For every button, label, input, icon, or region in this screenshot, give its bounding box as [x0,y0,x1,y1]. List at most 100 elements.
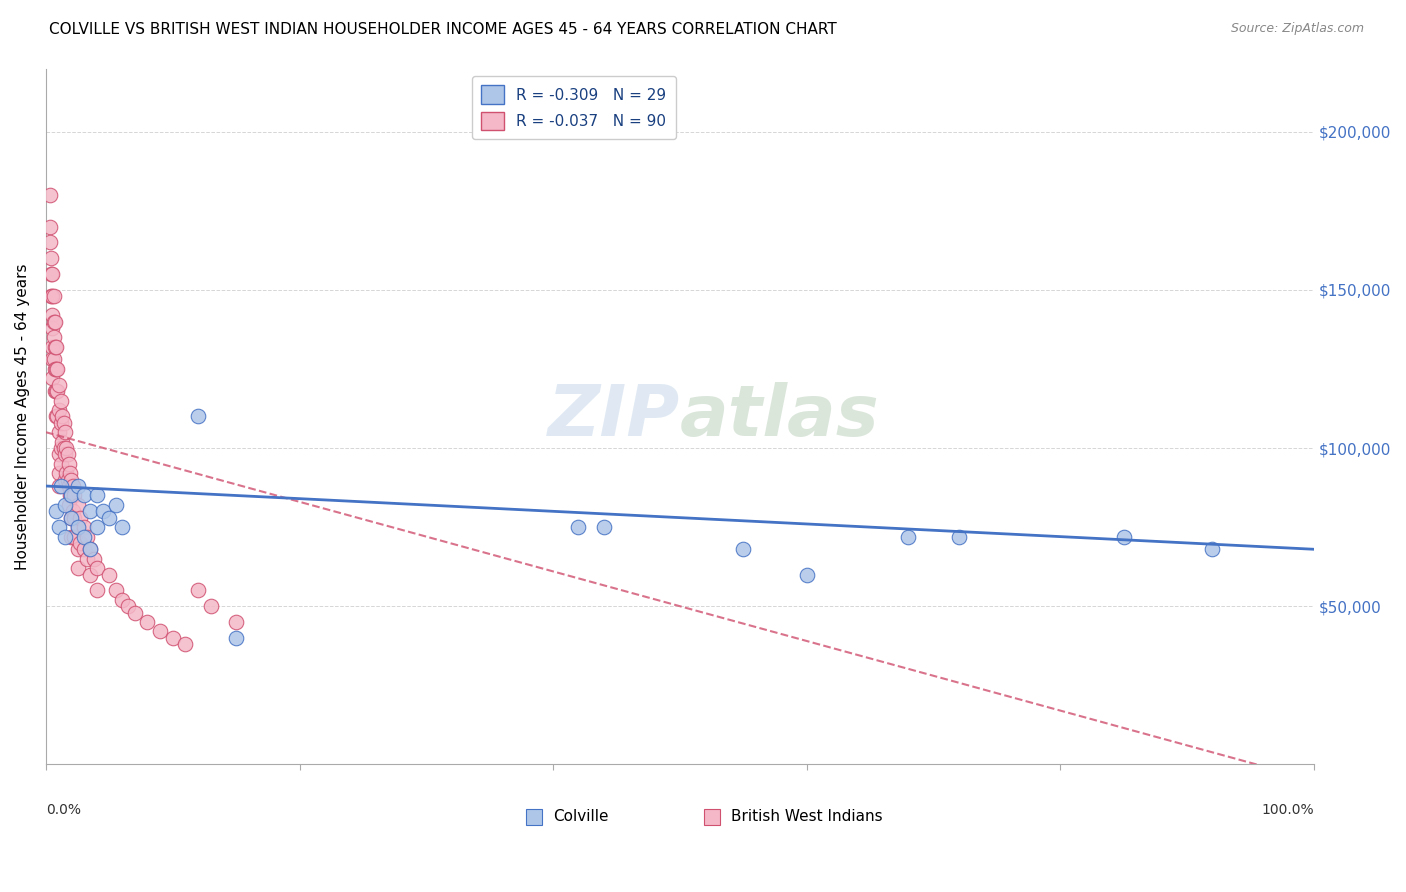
Text: Colville: Colville [553,809,609,824]
Point [53,425,76,440]
Point [73,530,96,544]
Point [45,409,67,424]
Point [104,498,127,512]
Point [38,188,60,202]
Point [733,542,755,557]
Point [62,479,84,493]
Point [86,520,108,534]
Point [42,330,65,344]
Point [69,510,91,524]
Point [44,362,66,376]
Point [66,520,89,534]
Point [63,510,86,524]
Point [149,624,172,639]
Point [46,362,69,376]
Point [73,488,96,502]
Point [60,488,83,502]
Point [56,473,79,487]
Point [51,479,73,493]
Point [225,615,247,629]
Point [76,530,98,544]
Point [52,441,75,455]
Point [55,441,77,455]
Point [39,289,62,303]
Point [111,592,134,607]
Point [98,510,121,524]
Point [38,219,60,234]
Point [66,498,89,512]
Point [59,488,82,502]
Point [52,416,75,430]
Point [225,631,247,645]
Point [45,362,67,376]
Point [60,510,83,524]
Legend: R = -0.309   N = 29, R = -0.037   N = 90: R = -0.309 N = 29, R = -0.037 N = 90 [472,76,675,139]
Point [79,542,101,557]
Point [51,457,73,471]
Point [45,384,67,398]
Point [56,447,79,461]
Point [79,542,101,557]
Point [53,530,76,544]
Point [91,504,114,518]
Point [948,530,970,544]
Point [58,457,80,471]
Point [46,409,69,424]
Point [41,308,63,322]
Point [41,340,63,354]
Point [42,289,65,303]
Point [111,520,134,534]
Point [63,488,86,502]
Point [187,409,209,424]
Point [51,441,73,455]
Point [41,371,63,385]
Point [79,504,101,518]
Point [174,637,197,651]
Point [83,551,105,566]
Point [44,384,66,398]
Point [51,409,73,424]
Point [51,434,73,449]
Point [53,498,76,512]
Point [63,530,86,544]
Text: 0.0%: 0.0% [46,803,82,816]
Point [55,467,77,481]
Point [45,504,67,518]
Point [117,599,139,614]
Text: ZIP: ZIP [547,382,681,451]
Point [44,314,66,328]
Point [42,352,65,367]
Point [73,542,96,557]
Point [41,267,63,281]
Point [73,520,96,534]
Point [567,520,589,534]
Point [1112,530,1135,544]
Point [1201,542,1223,557]
Point [53,447,76,461]
Point [124,606,146,620]
Point [60,488,83,502]
Text: Source: ZipAtlas.com: Source: ZipAtlas.com [1230,22,1364,36]
Point [66,479,89,493]
Point [76,551,98,566]
Point [60,510,83,524]
Point [86,583,108,598]
Point [592,520,614,534]
Point [51,393,73,408]
Point [796,567,818,582]
Text: atlas: atlas [681,382,880,451]
Point [897,530,920,544]
Point [48,467,70,481]
Point [41,321,63,335]
Point [48,403,70,417]
Point [60,530,83,544]
Y-axis label: Householder Income Ages 45 - 64 years: Householder Income Ages 45 - 64 years [15,263,30,570]
Point [66,542,89,557]
Point [48,377,70,392]
Point [48,425,70,440]
Point [136,615,159,629]
Point [200,599,222,614]
Point [39,252,62,266]
Point [42,314,65,328]
Point [51,416,73,430]
